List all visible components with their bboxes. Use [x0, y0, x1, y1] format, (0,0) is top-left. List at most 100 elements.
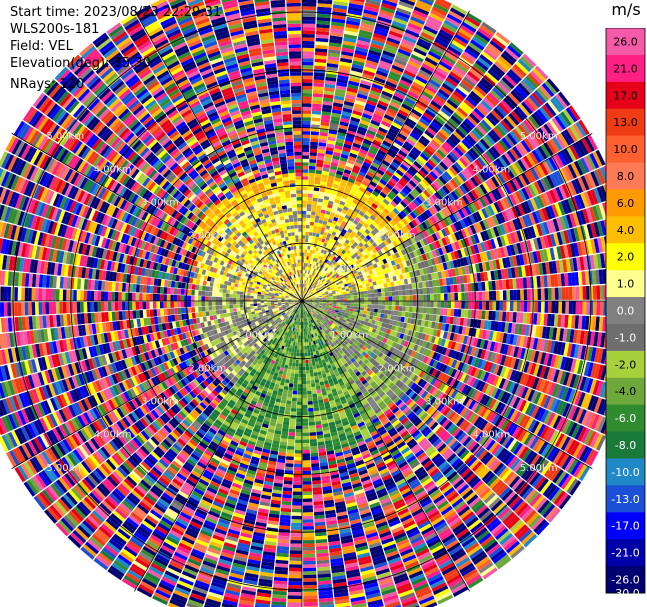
velocity-gate	[499, 291, 503, 301]
velocity-gate	[302, 76, 313, 80]
velocity-gate	[304, 259, 306, 263]
velocity-gate	[423, 301, 427, 307]
velocity-gate	[308, 187, 314, 191]
velocity-gate	[357, 295, 361, 298]
velocity-gate	[493, 301, 497, 310]
velocity-gate	[399, 306, 403, 311]
velocity-gate	[353, 306, 357, 309]
velocity-gate	[461, 293, 465, 301]
velocity-gate	[450, 285, 454, 293]
velocity-gate	[395, 311, 399, 316]
velocity-gate	[409, 301, 413, 306]
velocity-gate	[488, 311, 492, 320]
velocity-gate	[302, 83, 313, 87]
velocity-gate	[306, 263, 308, 267]
velocity-gate	[307, 201, 312, 205]
velocity-gate	[302, 107, 311, 111]
velocity-gate	[302, 10, 316, 14]
velocity-gate	[461, 284, 465, 292]
velocity-gate	[538, 301, 542, 313]
velocity-gate	[304, 256, 306, 260]
velocity-gate	[364, 304, 368, 307]
velocity-gate	[593, 286, 597, 300]
velocity-gate	[510, 290, 514, 300]
velocity-gate	[302, 93, 312, 97]
velocity-gate	[302, 44, 314, 48]
velocity-gate	[377, 289, 381, 293]
velocity-gate	[312, 201, 317, 205]
velocity-gate	[360, 307, 364, 310]
velocity-gate	[302, 114, 311, 118]
velocity-gate	[353, 290, 357, 293]
velocity-gate	[311, 239, 315, 243]
velocity-gate	[409, 289, 413, 295]
velocity-gate	[499, 301, 503, 311]
velocity-gate	[312, 236, 316, 240]
velocity-gate	[306, 221, 310, 225]
velocity-gate	[302, 211, 306, 215]
velocity-gate	[359, 285, 363, 289]
velocity-gate	[374, 289, 378, 293]
velocity-gate	[311, 135, 319, 139]
velocity-gate	[392, 291, 396, 296]
velocity-gate	[347, 303, 351, 306]
velocity-gate	[385, 301, 389, 305]
velocity-gate	[364, 301, 368, 304]
velocity-gate	[368, 301, 372, 304]
velocity-gate	[579, 301, 583, 315]
velocity-gate	[391, 310, 395, 315]
velocity-gate	[360, 291, 364, 294]
velocity-gate	[302, 72, 313, 76]
velocity-gate	[590, 301, 594, 315]
velocity-gate	[548, 288, 552, 300]
velocity-gate	[368, 297, 372, 300]
velocity-gate	[481, 282, 485, 291]
velocity-gate	[370, 286, 374, 290]
velocity-gate	[337, 297, 341, 299]
velocity-gate	[302, 155, 309, 159]
velocity-gate	[354, 298, 358, 301]
velocity-gate	[302, 173, 308, 177]
velocity-gate	[302, 17, 316, 21]
velocity-gate	[309, 229, 313, 233]
velocity-gate	[310, 138, 318, 142]
velocity-gate	[302, 41, 315, 45]
velocity-gate	[461, 309, 465, 317]
velocity-gate	[367, 290, 371, 294]
velocity-gate	[534, 289, 538, 300]
velocity-gate	[408, 284, 412, 290]
velocity-gate	[357, 298, 361, 301]
velocity-gate	[378, 293, 382, 297]
velocity-gate	[531, 301, 535, 312]
velocity-gate	[302, 34, 315, 38]
velocity-gate	[343, 294, 347, 297]
velocity-gate	[330, 298, 334, 300]
velocity-gate	[314, 187, 320, 191]
velocity-gate	[310, 142, 318, 146]
velocity-gate	[302, 138, 310, 142]
velocity-gate	[596, 301, 600, 315]
velocity-gate	[468, 301, 472, 309]
velocity-gate	[361, 295, 365, 298]
velocity-gate	[454, 309, 458, 317]
velocity-gate	[392, 301, 396, 306]
velocity-gate	[343, 305, 347, 308]
velocity-gate	[311, 121, 320, 125]
velocity-gate	[454, 285, 458, 293]
velocity-gate	[312, 114, 321, 118]
velocity-gate	[423, 288, 427, 294]
velocity-gate	[357, 301, 361, 304]
velocity-gate	[370, 312, 374, 316]
velocity-gate	[309, 257, 312, 261]
velocity-gate	[506, 290, 510, 300]
velocity-gate	[302, 145, 310, 149]
velocity-gate	[437, 294, 441, 301]
velocity-gate	[307, 253, 310, 257]
velocity-gate	[340, 297, 344, 299]
velocity-gate	[405, 312, 409, 318]
velocity-gate	[302, 166, 309, 170]
velocity-gate	[314, 222, 318, 226]
velocity-gate	[443, 286, 447, 293]
velocity-gate	[302, 176, 308, 180]
velocity-gate	[377, 284, 381, 288]
